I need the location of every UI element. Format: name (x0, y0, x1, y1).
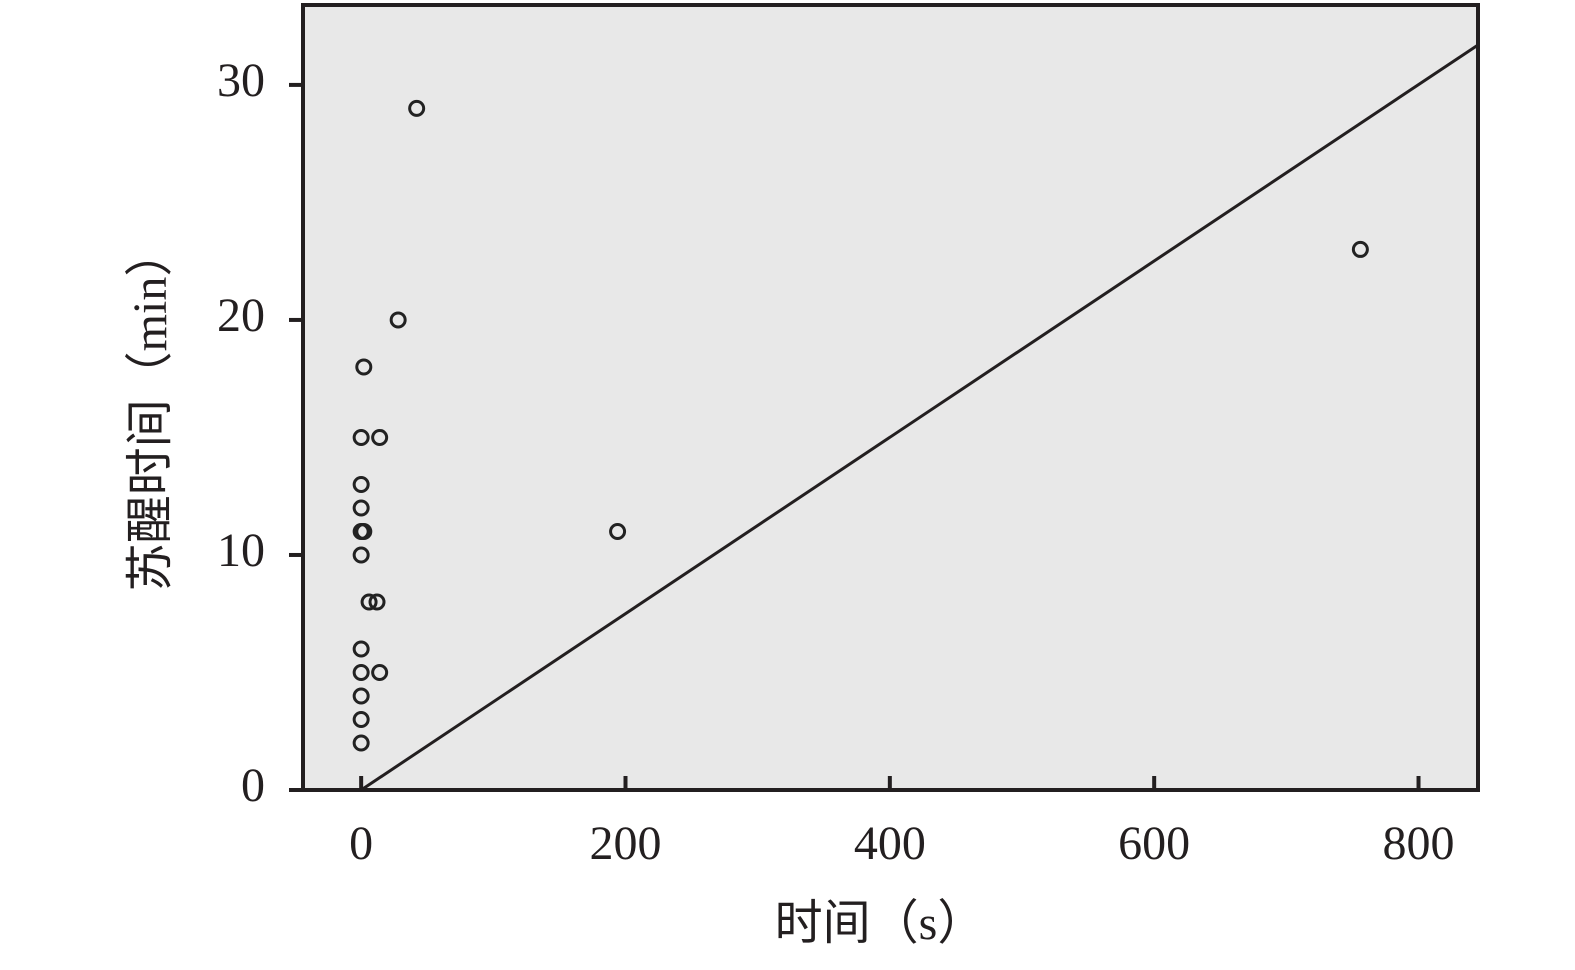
y-tick-label: 0 (241, 759, 265, 812)
x-tick-label: 0 (349, 817, 373, 870)
point (352, 546, 370, 564)
plot-area (303, 5, 1478, 790)
y-tick-label: 20 (217, 289, 265, 342)
point (408, 99, 426, 117)
point (352, 734, 370, 752)
x-axis-label: 时间（s） (775, 897, 986, 950)
point (389, 311, 407, 329)
x-tick-label: 800 (1383, 817, 1455, 870)
point (609, 522, 627, 540)
x-tick-label: 600 (1118, 817, 1190, 870)
point (352, 475, 370, 493)
y-tick-label: 10 (217, 524, 265, 577)
x-tick-label: 400 (854, 817, 926, 870)
point (352, 640, 370, 658)
point (355, 522, 373, 540)
point (368, 593, 386, 611)
point (1351, 240, 1369, 258)
point (355, 358, 373, 376)
point (352, 499, 370, 517)
plot-frame (301, 3, 1480, 792)
y-tick-label: 30 (217, 54, 265, 107)
point (352, 710, 370, 728)
point (352, 663, 370, 681)
reference-line (360, 43, 1479, 792)
point (352, 428, 370, 446)
point (352, 687, 370, 705)
point (360, 593, 378, 611)
point (371, 663, 389, 681)
x-tick-label: 200 (589, 817, 661, 870)
point (371, 428, 389, 446)
y-axis-label: 苏醒时间（min） (124, 229, 177, 592)
